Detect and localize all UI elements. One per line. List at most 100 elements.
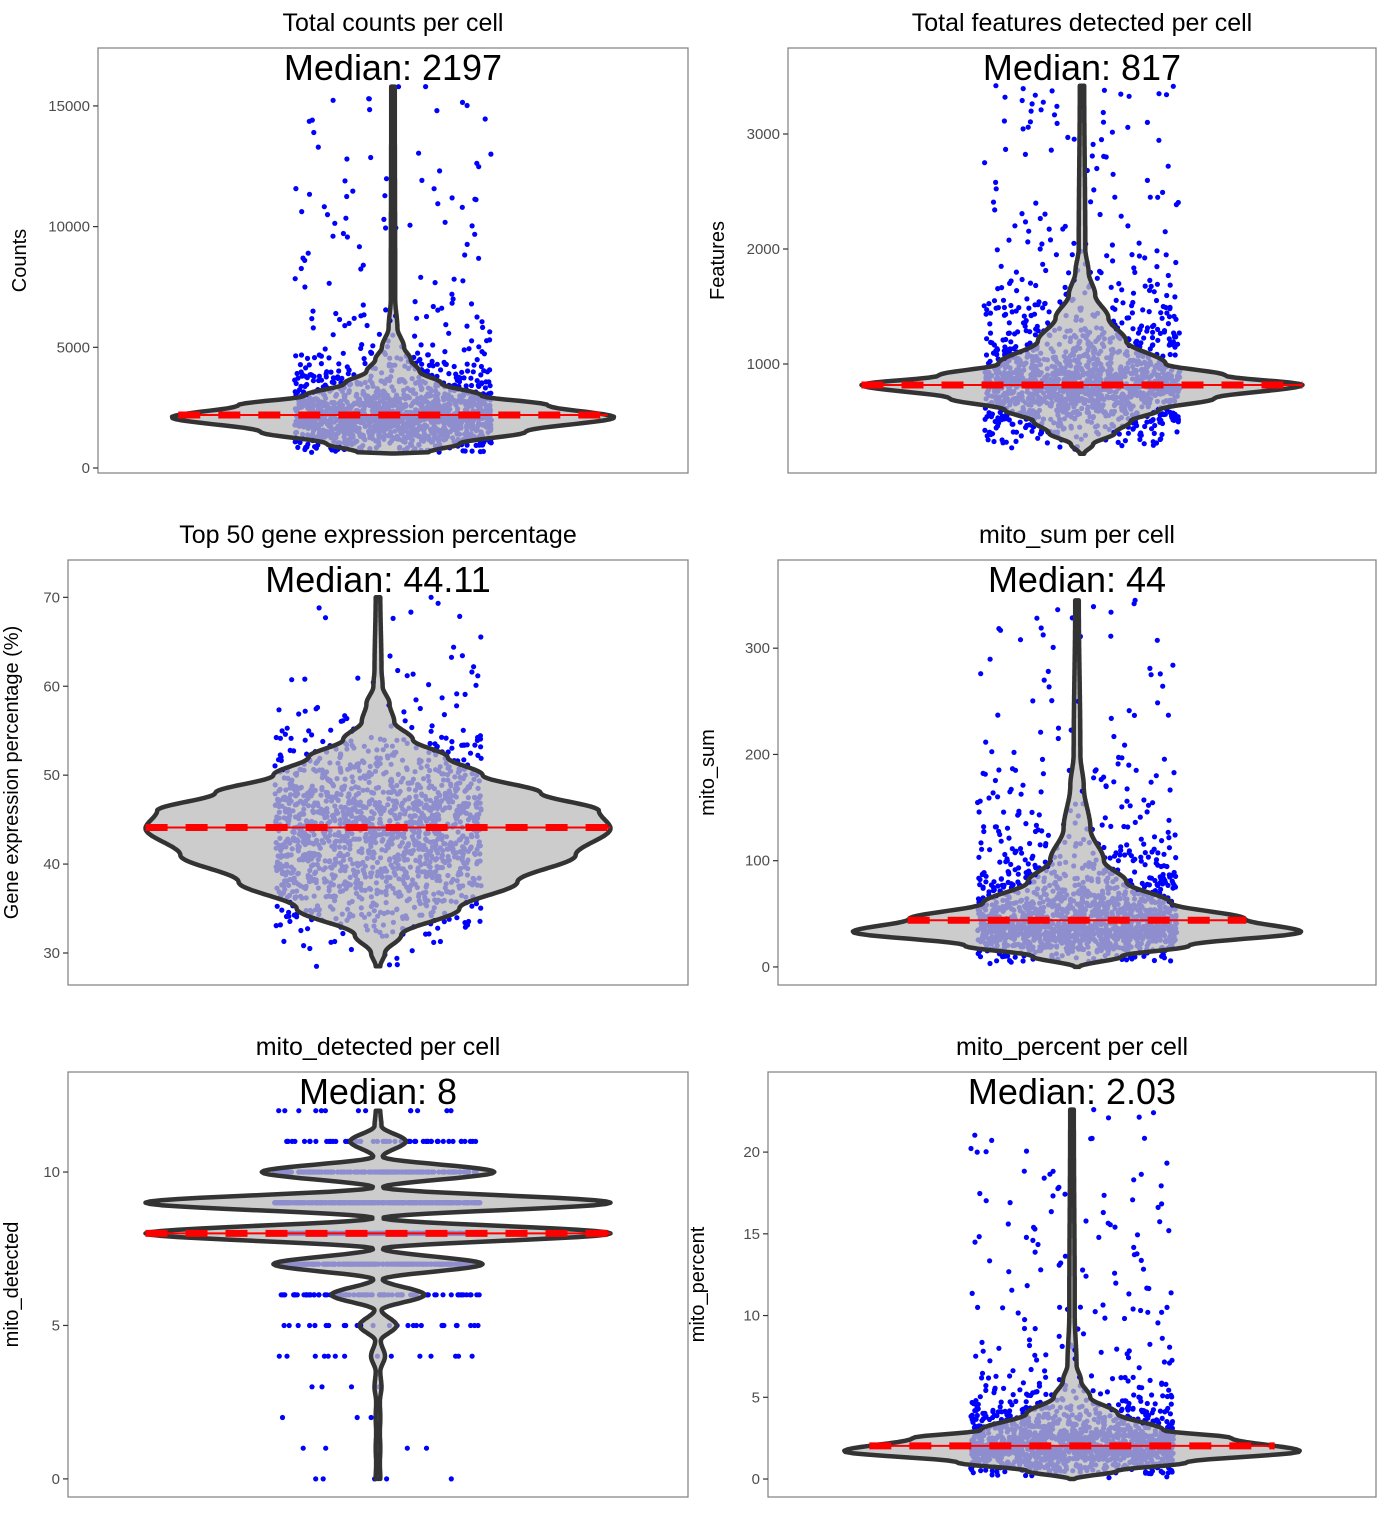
data-point [461, 347, 467, 353]
data-point [307, 874, 314, 880]
data-point [459, 892, 465, 899]
data-point [402, 363, 408, 369]
data-point [1155, 326, 1161, 332]
data-point [390, 929, 396, 935]
data-point [427, 864, 433, 870]
data-point [487, 403, 493, 409]
data-point [472, 742, 478, 748]
data-point [309, 316, 315, 322]
data-point [404, 849, 410, 855]
data-point [416, 374, 422, 380]
data-point [323, 395, 329, 401]
data-point [393, 749, 399, 755]
data-point [380, 922, 386, 928]
data-point [428, 439, 434, 445]
data-point [442, 349, 448, 355]
data-point [1103, 154, 1109, 160]
data-point [329, 843, 335, 849]
data-point [304, 819, 310, 825]
data-point [294, 888, 300, 894]
data-point [1006, 237, 1012, 243]
data-point [311, 893, 317, 899]
data-point [385, 802, 391, 808]
data-point [424, 903, 430, 909]
data-point [1053, 356, 1059, 362]
data-point [1046, 309, 1052, 315]
data-point [426, 757, 432, 763]
data-point [397, 396, 403, 402]
data-point [448, 654, 455, 660]
data-point [348, 946, 354, 953]
data-point [341, 395, 348, 401]
data-point [1013, 438, 1019, 444]
data-point [1082, 391, 1089, 397]
data-point [1144, 177, 1150, 183]
data-point [1100, 119, 1107, 125]
data-point [1142, 359, 1148, 365]
data-point [989, 373, 995, 379]
data-point [425, 352, 431, 358]
data-point [1115, 373, 1122, 379]
data-point [1130, 357, 1136, 363]
data-point [367, 107, 373, 113]
data-point [1120, 300, 1126, 306]
data-point [448, 783, 454, 789]
data-point [346, 900, 352, 906]
data-point [450, 435, 456, 441]
data-point [1086, 410, 1092, 416]
data-point [337, 888, 343, 895]
data-point [422, 860, 428, 867]
data-point [1175, 417, 1181, 423]
data-point [401, 881, 407, 887]
data-point [387, 809, 393, 815]
data-point [1047, 332, 1053, 339]
data-point [327, 760, 333, 766]
data-point [401, 395, 407, 401]
data-point [429, 358, 435, 364]
data-point [1167, 351, 1173, 358]
data-point [1114, 394, 1120, 400]
data-point [481, 368, 487, 374]
data-point [328, 369, 334, 375]
data-point [296, 423, 302, 429]
data-point [393, 859, 399, 865]
data-point [1122, 438, 1128, 444]
data-point [423, 796, 429, 802]
data-point [387, 875, 393, 881]
data-point [419, 869, 425, 875]
data-point [328, 419, 334, 425]
data-point [333, 795, 339, 801]
data-point [417, 854, 423, 860]
data-point [1077, 345, 1083, 351]
data-point [455, 422, 461, 428]
data-point [423, 313, 430, 320]
data-point [1069, 252, 1075, 258]
data-point [474, 833, 480, 840]
data-point [430, 342, 436, 348]
data-point [376, 434, 382, 440]
data-point [396, 445, 403, 451]
data-point [342, 868, 348, 874]
data-point [420, 890, 426, 896]
data-point [1076, 361, 1083, 367]
data-point [480, 422, 486, 428]
data-point [321, 204, 327, 210]
data-point [1152, 422, 1158, 429]
data-point [347, 911, 353, 917]
data-point [356, 396, 363, 402]
data-point [446, 419, 452, 425]
data-point [313, 869, 319, 875]
data-point [293, 429, 300, 435]
data-point [1044, 341, 1050, 347]
data-point [1077, 424, 1083, 430]
data-point [329, 872, 335, 878]
data-point [369, 380, 375, 386]
data-point [1108, 609, 1114, 615]
data-point [383, 878, 389, 885]
data-point [337, 404, 344, 410]
data-point [1106, 388, 1112, 395]
data-point [424, 856, 430, 862]
data-point [474, 357, 480, 363]
data-point [987, 310, 994, 316]
data-point [418, 437, 425, 443]
